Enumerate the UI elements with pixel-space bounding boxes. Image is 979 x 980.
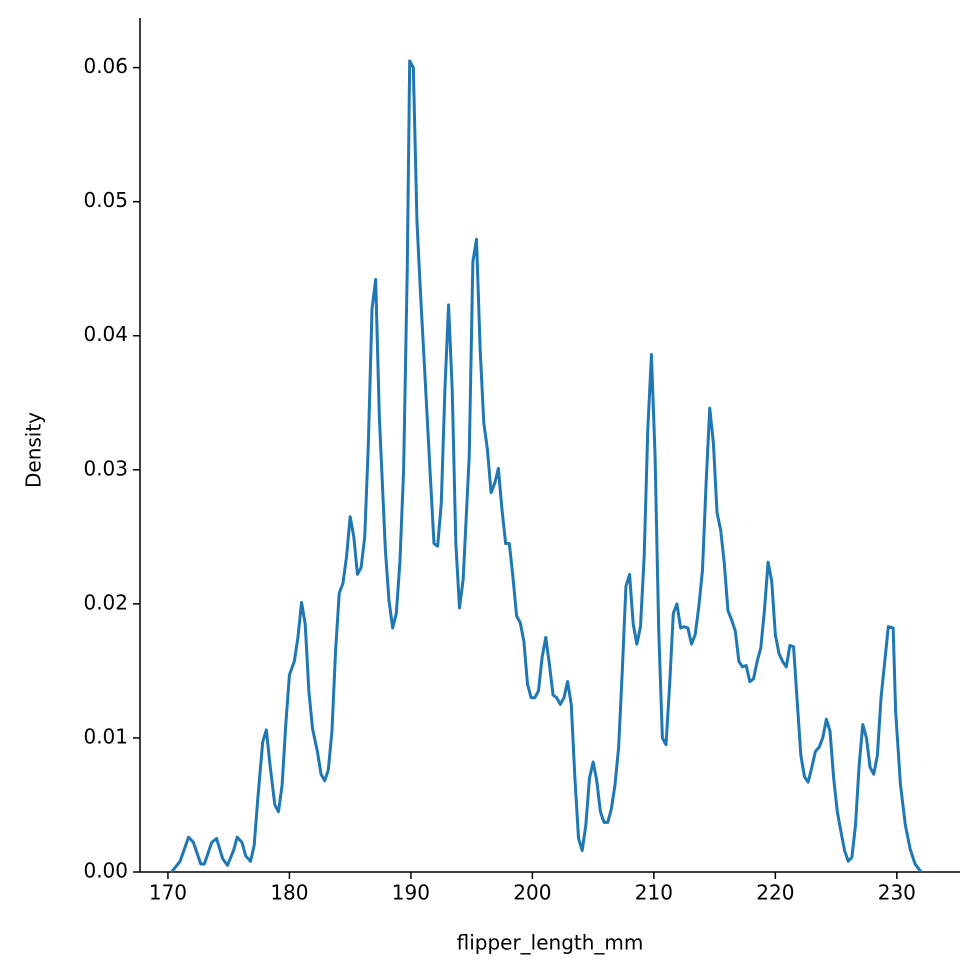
x-tick-label: 230 — [878, 881, 916, 905]
x-tick-label: 170 — [149, 881, 187, 905]
y-tick-label: 0.00 — [83, 859, 128, 883]
y-tick-label: 0.06 — [83, 54, 128, 78]
x-tick-label: 190 — [392, 881, 430, 905]
y-tick-label: 0.03 — [83, 456, 128, 480]
x-tick-label: 220 — [756, 881, 794, 905]
x-axis-label: flipper_length_mm — [457, 931, 644, 955]
x-tick-label: 210 — [635, 881, 673, 905]
density-line — [170, 59, 923, 873]
x-tick-label: 200 — [513, 881, 551, 905]
y-tick-label: 0.04 — [83, 322, 128, 346]
y-tick-label: 0.02 — [83, 590, 128, 614]
y-tick-label: 0.01 — [83, 724, 128, 748]
x-tick-label: 180 — [270, 881, 308, 905]
y-axis-label: Density — [22, 412, 46, 488]
y-tick-label: 0.05 — [83, 188, 128, 212]
